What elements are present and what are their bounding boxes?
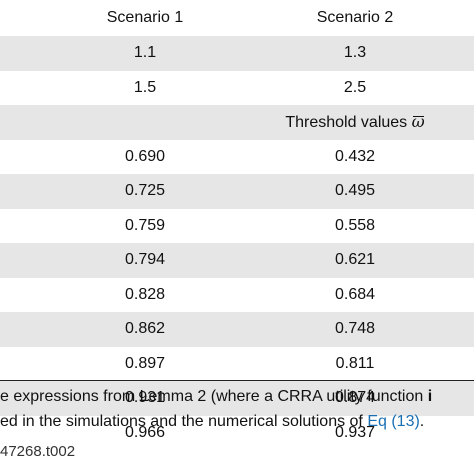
- footnote-line-1: e expressions from Lemma 2 (where a CRRA…: [0, 386, 474, 408]
- value-scenario-2: 0.811: [335, 354, 375, 372]
- table-row: 0.725 0.495: [0, 174, 474, 209]
- header-scenario-1: Scenario 1: [106, 9, 184, 26]
- value-scenario-1: 0.931: [124, 389, 166, 406]
- value-scenario-2: 0.748: [334, 320, 376, 337]
- value-scenario-1: 0.862: [124, 320, 166, 337]
- table-row: 0.690 0.432: [0, 140, 474, 175]
- section-label-text: Threshold values: [285, 114, 408, 131]
- footnote-line-1-text: e expressions from Lemma 2 (where a CRRA…: [0, 388, 428, 405]
- table-row: 0.828 0.684: [0, 278, 474, 313]
- value-scenario-1: 0.966: [124, 423, 166, 441]
- value-scenario-1: 0.690: [124, 147, 166, 165]
- table-row: 0.966 0.937: [0, 416, 474, 451]
- value-scenario-1: 0.794: [124, 251, 166, 268]
- param-row: 1.1 1.3: [0, 36, 474, 71]
- value-scenario-1: 0.759: [124, 216, 166, 234]
- equation-13-link[interactable]: Eq (13): [367, 413, 420, 430]
- value-scenario-2: 0.621: [334, 251, 376, 268]
- value-scenario-2: 0.937: [334, 423, 376, 441]
- value-scenario-1: 0.897: [124, 354, 166, 372]
- value-scenario-1: 0.725: [124, 182, 166, 199]
- table-header-row: Scenario 1 Scenario 2: [0, 0, 474, 36]
- table-row: 0.794 0.621: [0, 243, 474, 278]
- value-scenario-2: 0.495: [334, 182, 376, 199]
- value-scenario-2: 0.558: [334, 216, 376, 234]
- table-row: 0.862 0.748: [0, 312, 474, 347]
- table-row: 0.759 0.558: [0, 209, 474, 244]
- table-bottom-rule: [0, 380, 474, 381]
- value-scenario-2: 0.432: [334, 147, 376, 165]
- table-row: 0.931 0.874: [0, 381, 474, 416]
- table-doi-label: 47268.t002: [0, 443, 76, 460]
- value-scenario-2: 0.684: [334, 285, 376, 303]
- section-header-row: Threshold values ω: [0, 105, 474, 140]
- param-value-scenario-1: 1.5: [133, 78, 157, 96]
- param-row: 1.5 2.5: [0, 71, 474, 106]
- footnote-line-2: ed in the simulations and the numerical …: [0, 411, 474, 433]
- table-row: 0.897 0.811: [0, 347, 474, 382]
- section-label: Threshold values ω: [250, 105, 460, 141]
- param-value-scenario-2: 1.3: [343, 44, 367, 61]
- omega-bar-symbol: ω: [411, 112, 425, 131]
- param-value-scenario-2: 2.5: [343, 78, 367, 96]
- value-scenario-1: 0.828: [124, 285, 166, 303]
- footnote-line-2-end: .: [419, 413, 425, 430]
- results-table: Scenario 1 Scenario 2 1.1 1.3 1.5 2.5 Th…: [0, 0, 474, 450]
- footnote-line-2-text: ed in the simulations and the numerical …: [0, 413, 368, 430]
- param-value-scenario-1: 1.1: [133, 44, 157, 61]
- header-scenario-2: Scenario 2: [316, 9, 394, 26]
- footnote-line-1-bold: i: [427, 388, 433, 405]
- value-scenario-2: 0.874: [334, 389, 376, 406]
